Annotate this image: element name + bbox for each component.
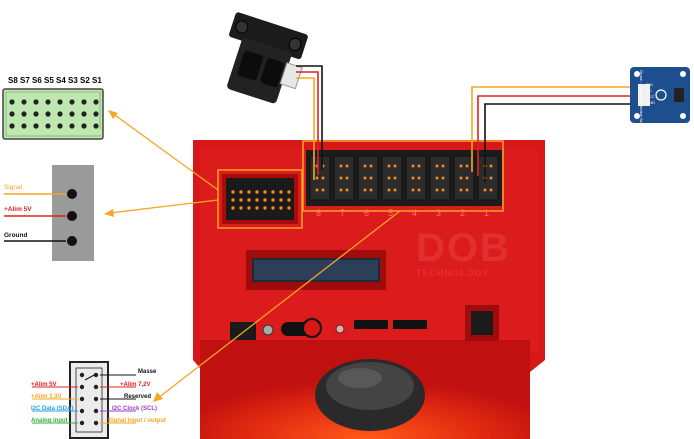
power-wire-label: +Alim 5V — [4, 206, 32, 213]
expansion-left-sda: I2C Data (SDA) — [31, 406, 74, 412]
connector-label-s8: S8 — [8, 76, 18, 85]
port-number-5: 5 — [388, 208, 394, 218]
expansion-left-analog: Analog input — [31, 418, 68, 424]
port-number-1: 1 — [484, 208, 490, 218]
grove-pin-nc: NC — [646, 88, 652, 93]
expansion-right-reserved: Reserved — [124, 394, 152, 400]
connector-label-s1: S1 — [92, 76, 102, 85]
port-numbers: 8 7 6 5 4 3 2 1 — [304, 208, 500, 222]
expansion-right-scl: I2C Clock (SCL) — [112, 406, 158, 412]
connector-label-s2: S2 — [80, 76, 90, 85]
brand-logo: DOB TECHNOLOGY — [416, 228, 516, 298]
port-number-8: 8 — [316, 208, 322, 218]
port-number-4: 4 — [412, 208, 418, 218]
grove-pin-gnd: GND — [646, 100, 655, 105]
brand-logo-sub: TECHNOLOGY — [416, 268, 490, 278]
grove-pin-vcc: VCC — [646, 94, 655, 99]
brand-logo-main: DOB — [416, 226, 511, 270]
expansion-left-alim33v: +Alim 3,3V — [31, 394, 62, 400]
expansion-right-alim72v: +Alim 7,2V — [120, 382, 151, 388]
grove-pin-sig: SIG — [646, 82, 653, 87]
port-number-6: 6 — [364, 208, 370, 218]
signal-wire-label: Signal — [4, 184, 23, 191]
port-number-7: 7 — [340, 208, 346, 218]
expansion-right-masse: Masse — [138, 369, 157, 375]
expansion-right-signal-io: Signal input / output — [108, 418, 166, 424]
port-number-3: 3 — [436, 208, 442, 218]
connector-label-s5: S5 — [44, 76, 54, 85]
connector-label-s4: S4 — [56, 76, 66, 85]
expansion-left-alim5v: +Alim 5V — [31, 382, 57, 388]
connector-label-s7: S7 — [20, 76, 30, 85]
connector-label-s3: S3 — [68, 76, 78, 85]
port-number-2: 2 — [460, 208, 466, 218]
grove-sensor-title: Grove - Infrared Reflective Sensor V1.2 — [639, 70, 644, 141]
connector-label-s6: S6 — [32, 76, 42, 85]
ground-wire-label: Ground — [4, 232, 28, 239]
